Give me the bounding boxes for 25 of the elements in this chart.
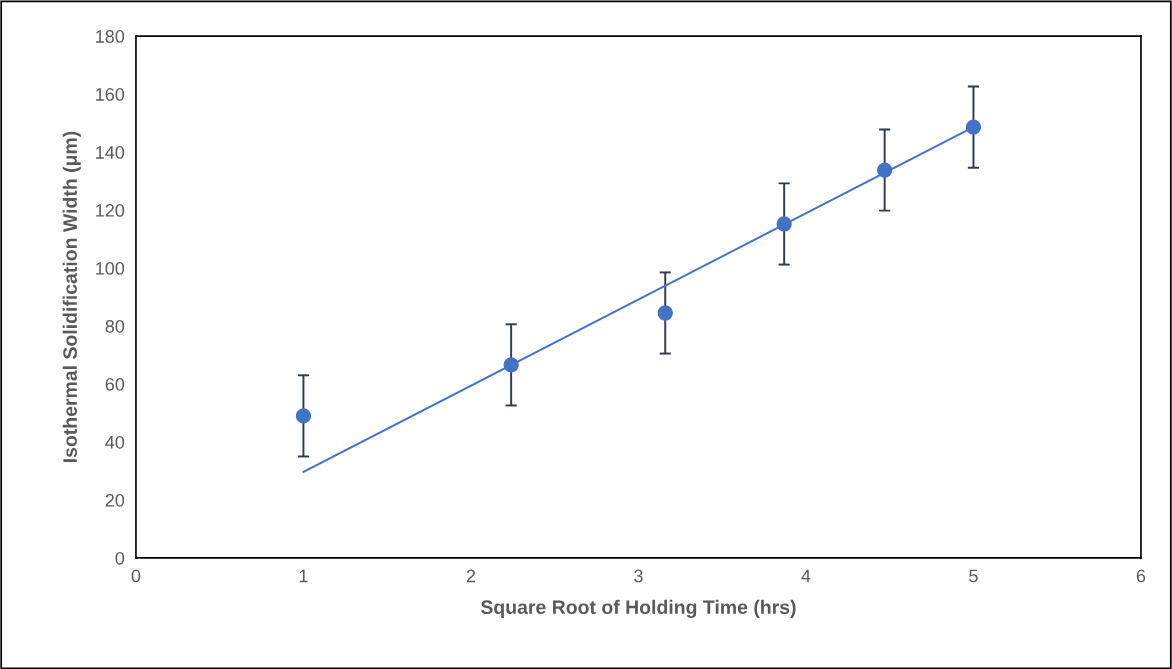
x-axis-title: Square Root of Holding Time (hrs) (480, 599, 796, 618)
y-tick-label: 80 (105, 319, 125, 333)
point (877, 162, 893, 178)
point (657, 305, 673, 321)
y-tick-label: 0 (115, 551, 125, 565)
y-tick-label: 120 (96, 204, 125, 217)
y-tick-label: 60 (105, 377, 125, 391)
y-tick-label: 140 (96, 146, 125, 159)
point (503, 357, 519, 373)
point (776, 216, 792, 232)
x-tick-label: 5 (969, 569, 978, 583)
y-tick-label: 100 (96, 261, 125, 275)
point (295, 408, 312, 424)
x-tick-label: 2 (466, 569, 476, 583)
y-tick-label: 180 (96, 30, 125, 43)
point (965, 119, 982, 135)
y-tick-label: 20 (105, 493, 125, 507)
x-tick-label: 4 (801, 569, 811, 583)
x-tick-label: 1 (299, 569, 308, 583)
x-tick-label: 0 (131, 569, 141, 583)
y-tick-label: 160 (96, 88, 125, 101)
y-axis-title: Isothermal Solidification Width (μm) (62, 131, 81, 463)
x-tick-label: 6 (1136, 569, 1146, 583)
y-tick-label: 40 (105, 435, 125, 449)
x-tick-label: 3 (634, 569, 643, 583)
